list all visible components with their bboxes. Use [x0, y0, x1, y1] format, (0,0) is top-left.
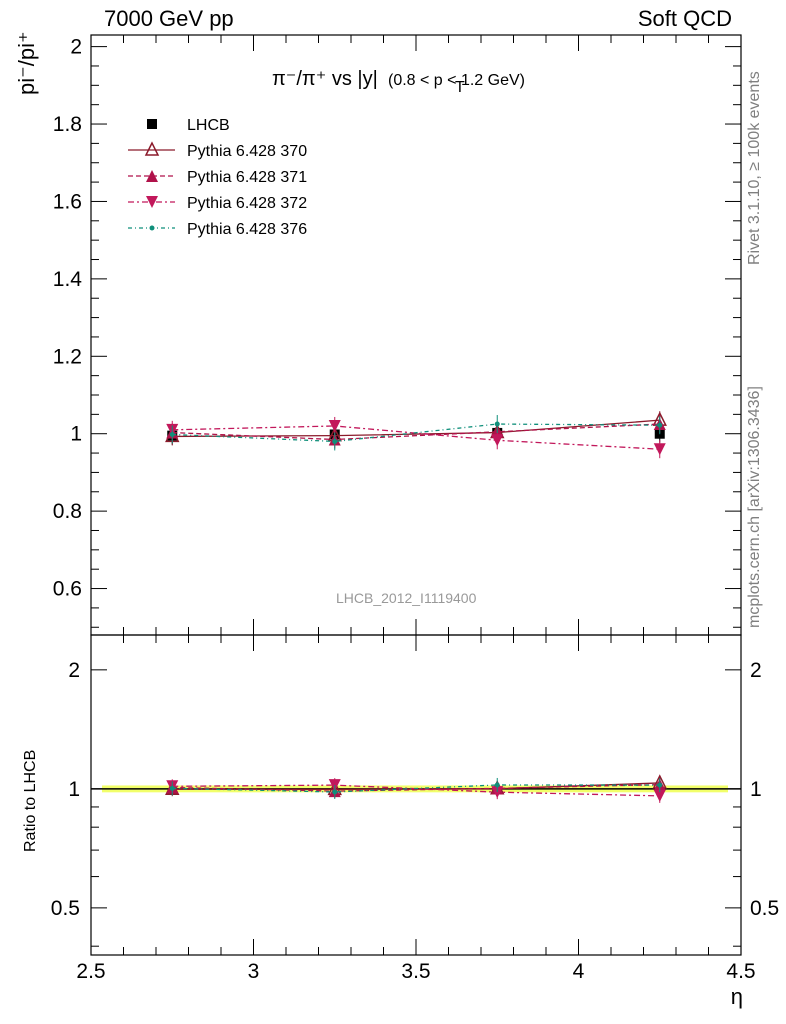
- y-tick-label: 0.6: [53, 578, 82, 601]
- ratio-y-tick-label-right: 1: [750, 778, 762, 801]
- data-point: [328, 419, 341, 432]
- data-point: [657, 422, 663, 428]
- legend-label: Pythia 6.428 371: [187, 169, 307, 186]
- x-tick-label: 2.5: [76, 960, 105, 983]
- data-point: [491, 434, 504, 447]
- ratio-y-tick-label-right: 2: [750, 659, 762, 682]
- ratio-y-tick-label: 0.5: [51, 897, 80, 920]
- subscript-T: T: [455, 79, 465, 96]
- y-tick-label: 1.6: [53, 190, 82, 213]
- y-tick-label: 2: [70, 36, 82, 59]
- ratio-frame: [90, 634, 742, 956]
- ratio-point: [653, 789, 666, 802]
- ratio-line-3: [172, 784, 660, 793]
- legend-marker: [146, 196, 158, 208]
- legend: LHCB Pythia 6.428 370 Pythia 6.428 371 Pyth…: [128, 117, 307, 238]
- x-tick-label: 3.5: [401, 960, 430, 983]
- legend-label: Pythia 6.428 376: [187, 221, 307, 238]
- analysis-id-watermark: LHCB_2012_I1119400: [336, 590, 477, 606]
- x-tick-label: 3: [248, 960, 260, 983]
- series-line-2: [172, 423, 660, 441]
- y-tick-label: 1.2: [53, 345, 82, 368]
- plot-title: π⁻/π⁺ vs |y| (0.8 < p < 1.2 GeV)T: [272, 68, 525, 96]
- legend-marker: [147, 119, 157, 129]
- y-tick-label: 1: [70, 423, 82, 446]
- legend-label: Pythia 6.428 370: [187, 143, 307, 160]
- chart-subtitle: (0.8 < p < 1.2 GeV): [388, 72, 525, 89]
- chart-title: π⁻/π⁺ vs |y|: [272, 68, 378, 90]
- data-point: [169, 431, 175, 437]
- ratio-plot-panel: 2.5 3 3.5 4 4.5 0.5 0.5 1 1 2 2: [51, 634, 779, 983]
- ratio-point: [491, 786, 504, 799]
- legend-label: Pythia 6.428 372: [187, 195, 307, 212]
- energy-header: 7000 GeV pp: [104, 6, 234, 31]
- x-tick-label: 4.5: [726, 960, 755, 983]
- process-header: Soft QCD: [637, 6, 732, 31]
- ratio-y-tick-label-right: 0.5: [750, 897, 779, 920]
- main-plot-panel: 0.6 0.8 1 1.2 1.4 1.6 1.8 2: [53, 34, 742, 955]
- legend-marker: [146, 170, 158, 182]
- y-tick-label: 0.8: [53, 500, 82, 523]
- series-line-3: [172, 425, 660, 450]
- y-tick-label: 1.4: [53, 268, 83, 291]
- ratio-point: [169, 785, 175, 791]
- ratio-point: [332, 789, 338, 795]
- y-tick-label: 1.8: [53, 113, 82, 136]
- legend-marker: [149, 225, 155, 231]
- data-point: [332, 438, 338, 444]
- ratio-point: [657, 782, 663, 788]
- data-point: [653, 443, 666, 456]
- ratio-y-tick-label: 1: [68, 778, 80, 801]
- ratio-point: [494, 782, 500, 788]
- series-line-4: [172, 423, 660, 443]
- legend-label: LHCB: [187, 117, 230, 134]
- ratio-line-1: [172, 783, 660, 792]
- x-axis-label: η: [730, 984, 743, 1009]
- legend-marker: [144, 141, 160, 156]
- ratio-y-tick-label: 2: [68, 659, 80, 682]
- x-tick-label: 4: [573, 960, 585, 983]
- data-point: [494, 421, 500, 427]
